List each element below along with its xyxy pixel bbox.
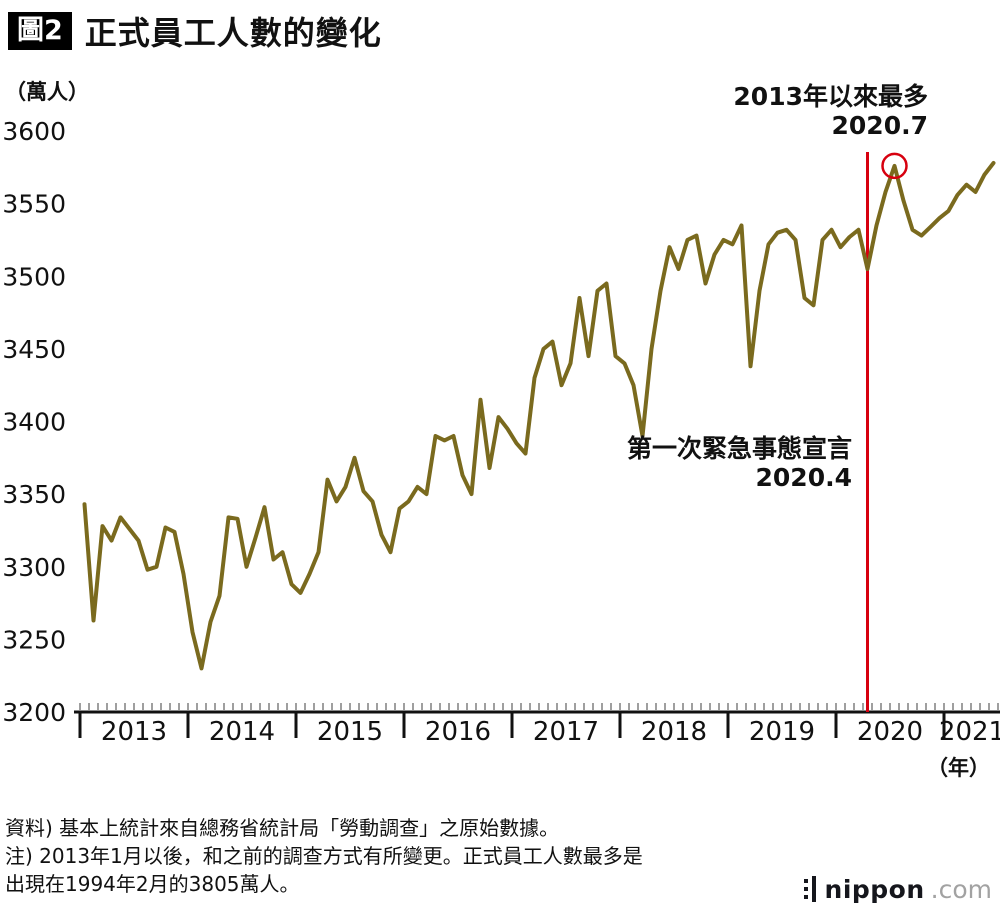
- peak-annotation-date: 2020.7: [831, 111, 928, 140]
- logo-tld: .com: [930, 874, 992, 904]
- peak-annotation-text: 2013年以來最多: [733, 82, 928, 111]
- svg-text:2015: 2015: [317, 717, 383, 747]
- svg-text:2016: 2016: [425, 717, 491, 747]
- svg-text:2014: 2014: [209, 717, 275, 747]
- svg-text:2021: 2021: [939, 717, 1000, 747]
- svg-text:3450: 3450: [2, 335, 66, 364]
- y-axis-unit-label: （萬人）: [5, 80, 89, 104]
- svg-text:3400: 3400: [2, 408, 66, 437]
- svg-text:3500: 3500: [2, 262, 66, 291]
- svg-text:2013: 2013: [101, 717, 167, 747]
- method-note-line2: 出現在1994年2月的3805萬人。: [5, 872, 300, 896]
- svg-text:2019: 2019: [749, 717, 815, 747]
- svg-text:3550: 3550: [2, 190, 66, 219]
- logo-name: nippon: [824, 874, 925, 904]
- x-axis-unit-label: （年）: [927, 756, 990, 780]
- emergency-annotation-text: 第一次緊急事態宣言: [626, 434, 852, 463]
- svg-text:3200: 3200: [2, 698, 66, 727]
- peak-annotation: 2013年以來最多 2020.7: [733, 82, 928, 140]
- svg-text:3300: 3300: [2, 553, 66, 582]
- emergency-annotation: 第一次緊急事態宣言 2020.4: [627, 434, 852, 492]
- nippon-logo: nippon .com: [803, 874, 992, 904]
- footer-notes: 資料) 基本上統計來自總務省統計局「勞動調查」之原始數據。 注) 2013年1月…: [5, 814, 643, 898]
- svg-text:2018: 2018: [641, 717, 707, 747]
- nippon-logo-icon: [803, 876, 816, 902]
- emergency-annotation-date: 2020.4: [755, 463, 852, 492]
- svg-text:2017: 2017: [533, 717, 599, 747]
- svg-text:3350: 3350: [2, 480, 66, 509]
- page-title: 正式員工人數的變化: [84, 14, 382, 52]
- figure-header: 圖2 正式員工人數的變化: [8, 8, 382, 54]
- svg-text:2020: 2020: [857, 717, 923, 747]
- svg-text:3600: 3600: [2, 117, 66, 146]
- figure-badge: 圖2: [8, 12, 72, 50]
- source-note: 資料) 基本上統計來自總務省統計局「勞動調查」之原始數據。: [5, 816, 560, 840]
- svg-text:3250: 3250: [2, 625, 66, 654]
- method-note-line1: 注) 2013年1月以後，和之前的調查方式有所變更。正式員工人數最多是: [5, 844, 643, 868]
